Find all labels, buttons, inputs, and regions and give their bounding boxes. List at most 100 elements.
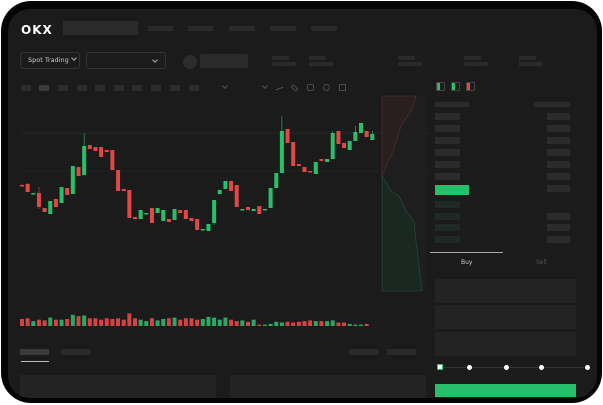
volume-bar (330, 320, 335, 326)
slider-step-50[interactable] (504, 365, 509, 370)
stat-value (519, 62, 543, 66)
volume-bar (70, 314, 75, 326)
volume-bar (172, 317, 177, 326)
total-field[interactable] (435, 332, 576, 356)
camera-icon[interactable] (307, 84, 314, 91)
orderbook-both-icon[interactable] (436, 82, 445, 91)
price-field[interactable] (435, 279, 576, 303)
ask-row-amount[interactable] (547, 113, 570, 120)
filter-button[interactable] (387, 349, 416, 355)
ask-row[interactable] (435, 173, 460, 180)
market-type-dropdown[interactable]: Spot Trading (20, 52, 80, 69)
volume-bar (110, 319, 115, 326)
candle-body (206, 224, 211, 231)
candle-body (172, 209, 177, 220)
bid-row-amount[interactable] (547, 213, 570, 220)
ask-row-amount[interactable] (547, 185, 570, 192)
candle-body (279, 131, 284, 173)
ask-row[interactable] (435, 137, 460, 144)
timeframe-button[interactable] (77, 85, 87, 91)
bid-row-amount[interactable] (547, 236, 570, 243)
bid-row-amount[interactable] (547, 224, 570, 231)
candle-body (138, 210, 143, 219)
timeframe-button[interactable] (189, 85, 199, 91)
ask-row-amount[interactable] (547, 125, 570, 132)
bid-row[interactable] (435, 224, 460, 231)
volume-bar (302, 321, 307, 326)
active-tab-indicator (21, 361, 49, 362)
tab-open-orders[interactable] (20, 349, 49, 355)
orderbook-asks-icon[interactable] (466, 82, 475, 91)
nav-item[interactable] (311, 26, 337, 31)
timeframe-button[interactable] (58, 85, 68, 91)
ask-row-amount[interactable] (547, 137, 570, 144)
volume-bar (246, 321, 250, 326)
candle-body (291, 142, 296, 166)
pair-dropdown[interactable] (86, 52, 166, 69)
timeframe-button-active[interactable] (39, 85, 49, 91)
candlestick-chart[interactable] (8, 9, 431, 341)
candle-body (285, 129, 290, 143)
ask-row-amount[interactable] (547, 149, 570, 156)
slider-step-25[interactable] (467, 365, 472, 370)
slider-step-100[interactable] (585, 365, 590, 370)
fullscreen-icon[interactable] (339, 84, 346, 91)
timeframe-button[interactable] (132, 85, 142, 91)
volume-bar (234, 321, 239, 326)
candle-body (268, 188, 273, 208)
ask-row[interactable] (435, 161, 460, 168)
buy-tab[interactable]: Buy (461, 259, 473, 266)
bid-row[interactable] (435, 236, 460, 243)
timeframe-button[interactable] (95, 85, 105, 91)
bid-row[interactable] (435, 213, 460, 220)
candle-body (31, 193, 36, 195)
orders-panel (20, 375, 216, 398)
slider-track[interactable] (440, 367, 590, 368)
sell-tab[interactable]: Sell (536, 259, 547, 266)
volume-bar (347, 323, 352, 326)
app-screen: OKX Spot Trading Buy Sell (8, 9, 597, 398)
ask-row[interactable] (435, 113, 460, 120)
ask-row-amount[interactable] (547, 161, 570, 168)
ask-row-amount[interactable] (547, 173, 570, 180)
volume-bar (31, 321, 36, 326)
slider-handle[interactable] (437, 364, 443, 370)
volume-bar (364, 323, 369, 326)
nav-item[interactable] (229, 26, 255, 31)
slider-step-75[interactable] (539, 365, 544, 370)
timeframe-button[interactable] (170, 85, 180, 91)
volume-bar (25, 318, 30, 326)
candle-body (251, 209, 256, 211)
orderbook-bids-icon[interactable] (451, 82, 460, 91)
timeframe-button[interactable] (21, 85, 31, 91)
volume-bar (65, 319, 70, 326)
candle-body (149, 208, 154, 223)
settings-icon[interactable] (323, 84, 330, 91)
filter-button[interactable] (349, 349, 378, 355)
candle-body (65, 188, 70, 195)
ask-row[interactable] (435, 149, 460, 156)
timeframe-button[interactable] (114, 85, 124, 91)
timeframe-button[interactable] (151, 85, 161, 91)
candle-body (217, 190, 222, 194)
ask-row[interactable] (435, 125, 460, 132)
depth-asks (381, 95, 417, 177)
search-bar[interactable] (63, 21, 138, 35)
tab-order-history[interactable] (61, 349, 90, 355)
candle-body (116, 170, 121, 191)
volume-bar (359, 324, 363, 326)
stat-label (464, 56, 481, 60)
candle-body (212, 200, 217, 223)
candle-body (155, 208, 160, 213)
buy-submit-button[interactable] (435, 384, 576, 397)
nav-item[interactable] (270, 26, 296, 31)
volume-bar (93, 318, 98, 326)
bid-row[interactable] (435, 201, 460, 208)
nav-item[interactable] (148, 26, 173, 31)
candle-body (353, 132, 358, 141)
volume-bar (155, 320, 160, 326)
volume-bar (325, 321, 330, 326)
nav-item[interactable] (188, 26, 213, 31)
amount-field[interactable] (435, 305, 576, 329)
candle-body (274, 173, 279, 188)
